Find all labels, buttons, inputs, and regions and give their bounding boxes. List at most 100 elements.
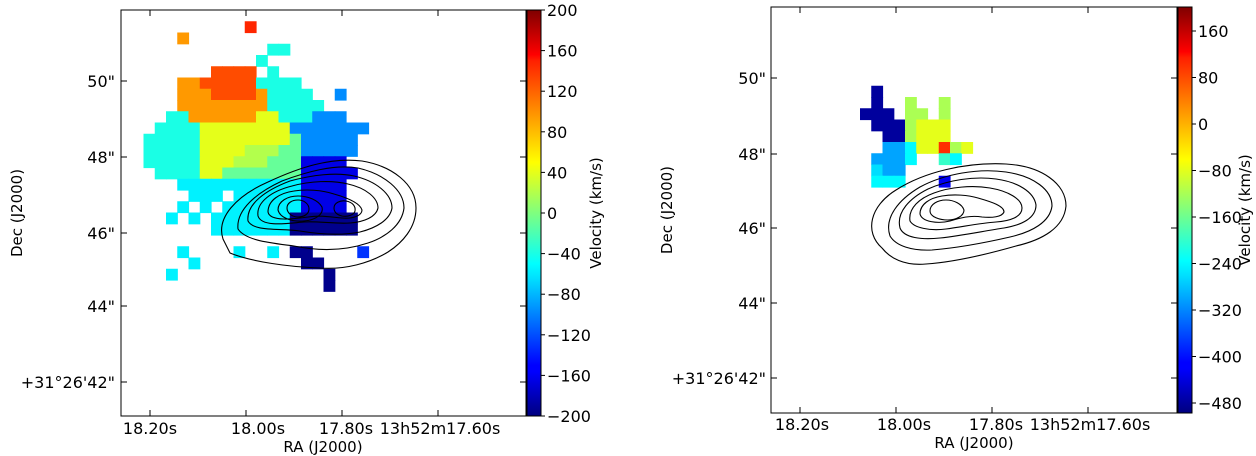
velocity-pixel (267, 167, 280, 180)
contour-2 (888, 170, 1053, 251)
velocity-pixel (188, 145, 201, 157)
y-tick-label: +31°26'42" (21, 373, 115, 392)
x-ticks-left (149, 10, 439, 416)
velocity-pixel (927, 119, 940, 132)
velocity-pixel (233, 145, 246, 157)
velocity-pixel (211, 223, 223, 236)
velocity-pixel (893, 175, 906, 188)
velocity-pixel (301, 246, 313, 259)
colorbar-tick-label: −80 (547, 285, 581, 304)
velocity-pixel (211, 66, 223, 79)
contour-4 (257, 181, 379, 225)
velocity-pixel (334, 223, 347, 236)
velocity-pixel (211, 88, 223, 101)
velocity-pixel (211, 212, 223, 225)
velocity-pixel (267, 77, 280, 90)
velocity-pixel (233, 100, 246, 112)
velocity-pixel (278, 201, 291, 214)
velocity-pixel (267, 111, 280, 124)
velocity-pixel (289, 167, 302, 180)
velocity-pixel (312, 212, 325, 225)
velocity-pixel (334, 201, 347, 214)
velocity-pixel (166, 156, 178, 169)
velocity-pixel (323, 178, 336, 191)
velocity-pixel (188, 111, 201, 124)
velocity-pixel (256, 156, 268, 169)
velocity-pixel (905, 130, 917, 143)
velocity-pixel (166, 145, 178, 157)
velocity-pixel (188, 122, 201, 135)
velocity-pixel (177, 133, 190, 146)
colorbar-label-left: Velocity (km/s) (587, 157, 605, 268)
velocity-pixel (143, 156, 156, 169)
y-tick-label: 50" (738, 69, 766, 88)
velocity-pixel (334, 156, 347, 169)
velocity-pixel (267, 190, 280, 202)
velocity-pixel (278, 178, 291, 191)
velocity-pixel (312, 190, 325, 202)
velocity-pixel (267, 66, 280, 79)
velocity-pixel (244, 133, 257, 146)
velocity-pixel (301, 212, 313, 225)
velocity-pixel (301, 201, 313, 214)
velocity-pixel (334, 133, 347, 146)
velocity-pixel (177, 167, 190, 180)
velocity-map-panel-right: 18.20s 18.00s 17.80s 13h52m17.60s 50" 48… (658, 6, 1254, 452)
velocity-pixel (166, 167, 178, 180)
colorbar-tick-label: 80 (1198, 69, 1218, 88)
velocity-pixel (199, 145, 212, 157)
contour-1 (871, 163, 1067, 265)
y-ticks-right (771, 77, 1177, 379)
velocity-pixel (222, 167, 235, 180)
velocity-pixel (323, 212, 336, 225)
velocity-pixel (312, 122, 325, 135)
y-tick-label: 48" (738, 145, 766, 164)
velocity-pixel (233, 246, 246, 259)
velocity-pixel (188, 167, 201, 180)
velocity-pixel (188, 257, 201, 270)
velocity-pixel (871, 175, 884, 188)
velocity-pixel (312, 133, 325, 146)
velocity-pixel (323, 190, 336, 202)
velocity-pixel (244, 122, 257, 135)
velocity-pixel (154, 156, 167, 169)
velocity-pixel (233, 201, 246, 214)
velocity-pixel (871, 97, 884, 109)
contour-8 (333, 200, 356, 217)
velocity-pixel (222, 66, 235, 79)
velocity-pixel (334, 167, 347, 180)
velocity-pixel (166, 268, 178, 281)
velocity-pixel (244, 100, 257, 112)
velocity-pixel (199, 122, 212, 135)
x-tick-label: 17.80s (319, 419, 373, 438)
y-tick-label: 50" (87, 72, 115, 91)
velocity-pixel (233, 133, 246, 146)
velocity-pixel (323, 268, 336, 281)
x-tick-label: 18.00s (231, 419, 285, 438)
velocity-pixel (312, 178, 325, 191)
velocity-pixel (199, 133, 212, 146)
velocity-pixel (177, 88, 190, 101)
velocity-pixel (256, 167, 268, 180)
velocity-pixel (278, 133, 291, 146)
velocity-pixel (346, 145, 358, 157)
velocity-pixel (211, 190, 223, 202)
velocity-pixel (334, 122, 347, 135)
colorbar-ticks-right: 160 80 0 −80 −160 −240 −320 −400 −480 (1192, 22, 1242, 413)
velocity-pixel (267, 100, 280, 112)
velocity-pixel (301, 133, 313, 146)
colorbar-tick-label: −320 (1198, 301, 1242, 320)
velocity-pixel (357, 122, 370, 135)
y-tick-label: 44" (87, 297, 115, 316)
colorbar-tick-label: 160 (547, 42, 578, 61)
velocity-pixel (267, 212, 280, 225)
velocity-pixel (211, 111, 223, 124)
velocity-pixel (233, 88, 246, 101)
colorbar-label-right: Velocity (km/s) (1236, 154, 1254, 265)
velocity-pixel (244, 21, 257, 34)
velocity-pixel (199, 190, 212, 202)
velocity-pixel (244, 178, 257, 191)
velocity-pixel (893, 119, 906, 132)
contour-3 (898, 177, 1037, 240)
velocity-pixel (222, 145, 235, 157)
